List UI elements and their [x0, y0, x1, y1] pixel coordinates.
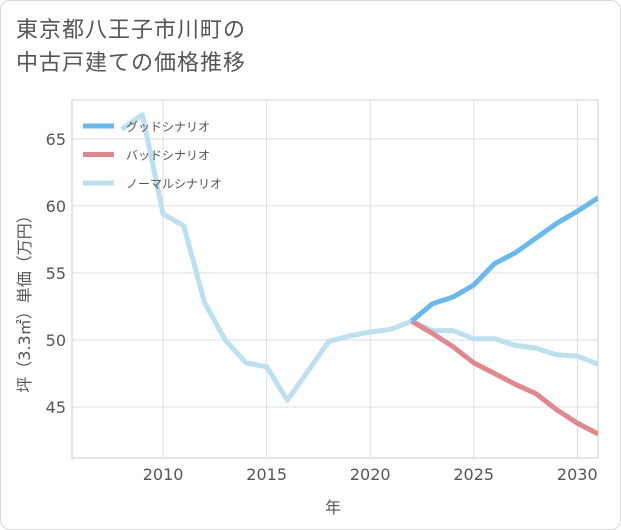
chart-title: 東京都八王子市川町の 中古戸建ての価格推移	[16, 18, 247, 76]
x-tick-label: 2020	[350, 465, 391, 484]
legend-label: グッドシナリオ	[126, 120, 210, 134]
series-line-1	[409, 195, 598, 324]
y-tick-label: 65	[46, 130, 66, 149]
x-axis-label: 年	[325, 498, 341, 517]
y-tick-label: 50	[46, 331, 66, 350]
series-line-2	[410, 319, 598, 437]
x-tick-label: 2025	[453, 465, 494, 484]
y-axis-label: 坪（3.3㎡）単価（万円）	[15, 207, 34, 392]
x-tick-label: 2030	[557, 465, 598, 484]
legend-label: バッドシナリオ	[126, 149, 210, 163]
y-tick-label: 45	[46, 398, 66, 417]
legend-label: ノーマルシナリオ	[126, 177, 222, 191]
y-tick-label: 60	[46, 197, 66, 216]
x-tick-label: 2015	[246, 465, 287, 484]
series-line-3	[120, 112, 598, 403]
y-tick-label: 55	[46, 264, 66, 283]
plot-area	[71, 99, 599, 459]
x-tick-label: 2010	[143, 465, 184, 484]
